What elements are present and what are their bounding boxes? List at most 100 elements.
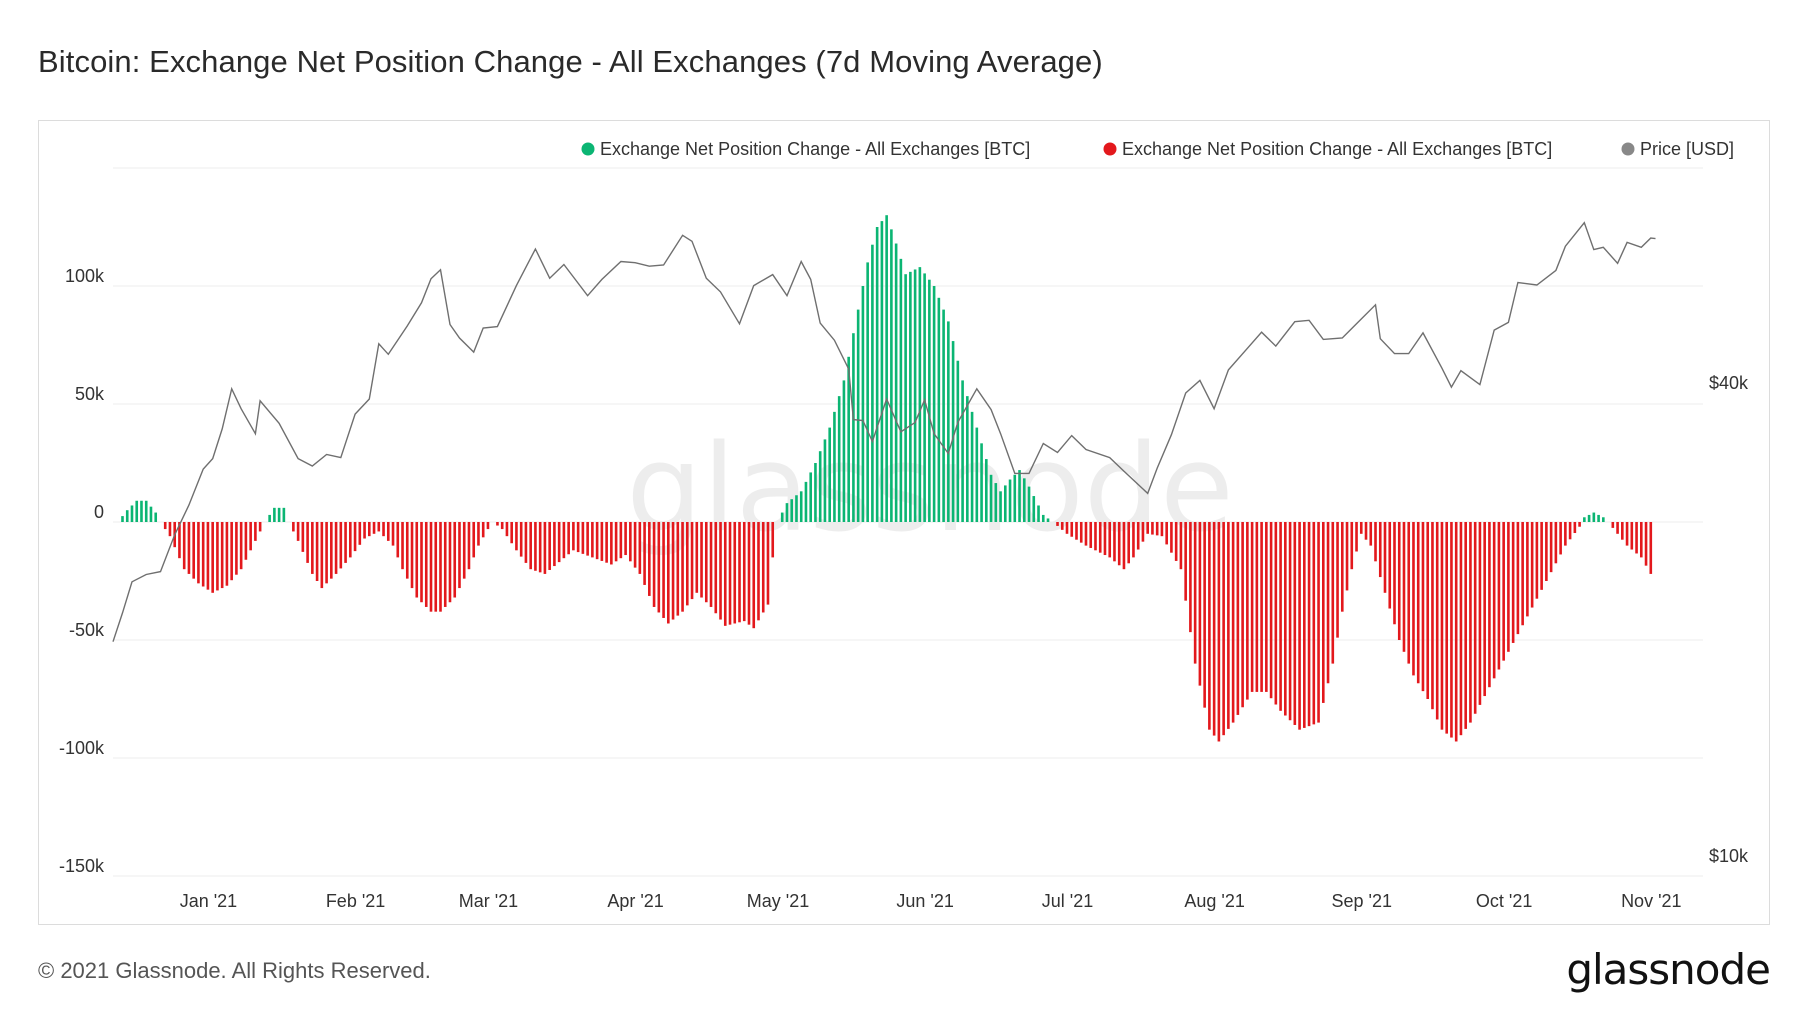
netflow-bar-negative: [1103, 522, 1107, 556]
netflow-bar-negative: [1625, 522, 1629, 546]
netflow-bar-negative: [557, 522, 561, 563]
legend-item: Price [USD]: [1621, 139, 1734, 159]
netflow-bar-negative: [667, 522, 670, 624]
netflow-bar-negative: [1492, 522, 1496, 679]
netflow-bar-negative: [752, 522, 756, 629]
netflow-bar-negative: [1075, 522, 1078, 540]
netflow-bar-negative: [306, 522, 309, 563]
netflow-bar-positive: [135, 500, 139, 522]
netflow-bar-negative: [1454, 522, 1458, 742]
chart-title: Bitcoin: Exchange Net Position Change - …: [38, 44, 1103, 79]
legend-marker: [1621, 142, 1635, 156]
netflow-bar-positive: [282, 507, 286, 522]
netflow-bar-positive: [277, 507, 281, 522]
netflow-bar-negative: [1198, 522, 1202, 686]
netflow-bar-negative: [548, 522, 551, 570]
legend-marker: [581, 142, 595, 156]
netflow-bar-negative: [529, 522, 532, 570]
netflow-bar-positive: [961, 380, 964, 522]
netflow-bar-negative: [1089, 522, 1093, 548]
netflow-bar-positive: [1041, 514, 1045, 522]
netflow-bar-negative: [519, 522, 523, 557]
netflow-bar-negative: [553, 522, 556, 567]
netflow-bar-negative: [1298, 522, 1301, 730]
netflow-bar-positive: [899, 258, 903, 522]
netflow-bar-negative: [481, 522, 485, 538]
netflow-bar-negative: [1212, 522, 1216, 736]
netflow-bar-negative: [1526, 522, 1529, 617]
netflow-bar-negative: [605, 522, 608, 563]
netflow-bar-positive: [130, 505, 134, 522]
netflow-bar-negative: [1611, 522, 1615, 528]
netflow-bar-positive: [890, 229, 893, 523]
netflow-bar-negative: [216, 522, 219, 591]
netflow-bar-negative: [1179, 522, 1183, 570]
netflow-bar-negative: [296, 522, 300, 541]
netflow-bar-positive: [1602, 517, 1605, 522]
netflow-bar-negative: [1478, 522, 1482, 705]
netflow-bar-negative: [1056, 522, 1059, 526]
netflow-bar-negative: [771, 522, 775, 558]
netflow-bar-positive: [861, 286, 865, 522]
netflow-bar-negative: [230, 522, 233, 581]
netflow-bar-positive: [814, 463, 817, 522]
netflow-bar-negative: [591, 522, 594, 558]
netflow-bar-negative: [1639, 522, 1643, 558]
netflow-bar-negative: [1549, 522, 1553, 573]
netflow-bar-positive: [975, 427, 979, 522]
netflow-bar-negative: [1535, 522, 1539, 599]
netflow-bar-negative: [1326, 522, 1330, 684]
netflow-bar-positive: [140, 500, 143, 522]
netflow-bar-negative: [562, 522, 566, 559]
netflow-bar-positive: [809, 472, 813, 522]
netflow-bar-negative: [1545, 522, 1548, 581]
netflow-bar-negative: [396, 522, 400, 558]
netflow-bar-negative: [1483, 522, 1486, 697]
netflow-bar-negative: [1094, 522, 1097, 551]
glassnode-logo: glassnode: [1566, 945, 1771, 994]
netflow-bar-negative: [424, 522, 428, 607]
netflow-bar-positive: [149, 506, 153, 522]
netflow-bar-negative: [757, 522, 760, 621]
netflow-bar-positive: [871, 244, 874, 522]
netflow-bar-negative: [410, 522, 414, 589]
netflow-bar-negative: [477, 522, 480, 546]
legend-label: Exchange Net Position Change - All Excha…: [1122, 139, 1552, 159]
netflow-bar-negative: [349, 522, 352, 558]
netflow-bar-negative: [462, 522, 466, 579]
netflow-bar-negative: [1616, 522, 1619, 534]
netflow-bar-negative: [1445, 522, 1449, 734]
x-tick-label: Feb '21: [326, 891, 385, 911]
netflow-bar-negative: [244, 522, 248, 560]
netflow-bar-positive: [947, 321, 950, 522]
netflow-bar-positive: [951, 341, 955, 522]
netflow-bar-negative: [1331, 522, 1335, 664]
netflow-bar-negative: [1217, 522, 1221, 742]
netflow-bar-negative: [676, 522, 680, 616]
netflow-bar-negative: [258, 522, 262, 532]
netflow-bar-negative: [614, 522, 618, 562]
netflow-bar-negative: [1364, 522, 1368, 540]
netflow-bar-negative: [249, 522, 252, 551]
netflow-bar-positive: [1018, 470, 1021, 522]
netflow-bar-negative: [600, 522, 604, 561]
netflow-bar-positive: [785, 503, 789, 522]
netflow-bar-negative: [1374, 522, 1377, 562]
netflow-bar-negative: [1516, 522, 1520, 635]
netflow-bar-negative: [1246, 522, 1249, 700]
netflow-bar-negative: [220, 522, 224, 589]
y-tick-label: 0: [94, 502, 104, 522]
netflow-bar-negative: [1502, 522, 1505, 661]
netflow-bar-positive: [852, 333, 855, 522]
netflow-bar-negative: [1208, 522, 1211, 730]
netflow-bar-positive: [989, 474, 993, 522]
netflow-bar-negative: [1141, 522, 1145, 542]
netflow-bar-negative: [372, 522, 376, 534]
netflow-bar-negative: [1293, 522, 1297, 725]
x-axis: Jan '21 Feb '21 Mar '21 Apr '21 May '21 Jun '…: [180, 891, 1682, 911]
netflow-bar-positive: [833, 411, 836, 522]
x-tick-label: Aug '21: [1184, 891, 1245, 911]
netflow-bar-positive: [980, 443, 983, 522]
netflow-bar-positive: [1587, 514, 1591, 522]
netflow-bar-negative: [1146, 522, 1149, 534]
